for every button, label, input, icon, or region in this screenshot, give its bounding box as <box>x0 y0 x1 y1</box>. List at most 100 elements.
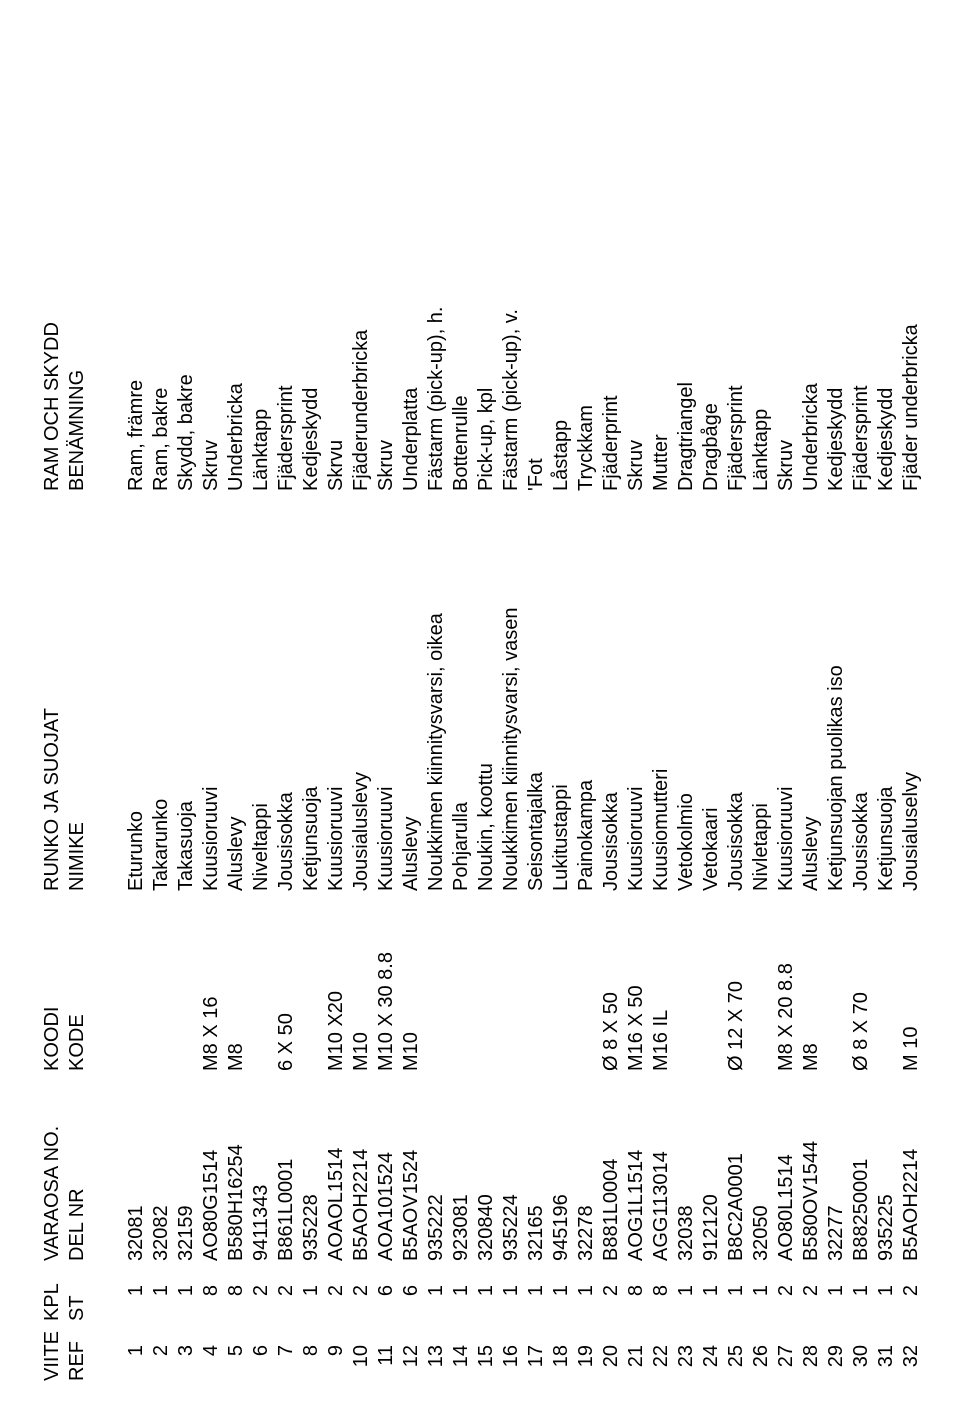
cell-qty: 2 <box>274 1261 299 1321</box>
cell-qty: 2 <box>249 1261 274 1321</box>
cell-fi: Eturunko <box>124 491 149 891</box>
cell-qty: 2 <box>349 1261 374 1321</box>
parts-table: VIITEREF KPLST VARAOSA NO.DEL NR KOODIKO… <box>40 30 924 1381</box>
cell-ref: 4 <box>199 1321 224 1381</box>
cell-sv: Fjäderunderbricka <box>349 30 374 491</box>
cell-fi: Seisontajalka <box>524 491 549 891</box>
cell-fi: Aluslevy <box>224 491 249 891</box>
cell-sv: Bottenrulle <box>449 30 474 491</box>
table-row: 116AOA101524M10 X 30 8.8KuusioruuviSkruv <box>374 30 399 1381</box>
cell-code: M10 X20 <box>324 891 349 1071</box>
cell-sv: Fjädersprint <box>274 30 299 491</box>
cell-part: AOA101524 <box>374 1071 399 1261</box>
cell-code: Ø 12 X 70 <box>724 891 749 1071</box>
table-row: 3132159TakasuojaSkydd, bakre <box>174 30 199 1381</box>
cell-ref: 3 <box>174 1321 199 1381</box>
cell-sv: Underplatta <box>399 30 424 491</box>
cell-qty: 8 <box>199 1261 224 1321</box>
cell-part: AOAOL1514 <box>324 1071 349 1261</box>
cell-sv: Länktapp <box>749 30 774 491</box>
cell-qty: 1 <box>699 1261 724 1321</box>
cell-code: 6 X 50 <box>274 891 299 1071</box>
cell-part: B5AOH2214 <box>899 1071 924 1261</box>
cell-qty: 2 <box>599 1261 624 1321</box>
cell-code <box>874 891 899 1071</box>
cell-part: 32038 <box>674 1071 699 1261</box>
cell-qty: 1 <box>424 1261 449 1321</box>
table-row: 272AO80L1514M8 X 20 8.8KuusioruuviSkruv <box>774 30 799 1381</box>
cell-code: M10 <box>349 891 374 1071</box>
cell-fi: Ketjunsuojan puolikas iso <box>824 491 849 891</box>
cell-part: 935224 <box>499 1071 524 1261</box>
table-row: 81935228KetjunsuojaKedjeskydd <box>299 30 324 1381</box>
cell-sv: Skrvu <box>324 30 349 491</box>
cell-qty: 2 <box>799 1261 824 1321</box>
cell-fi: Jousisokka <box>849 491 874 891</box>
cell-ref: 14 <box>449 1321 474 1381</box>
cell-code <box>824 891 849 1071</box>
cell-fi: Vetokaari <box>699 491 724 891</box>
cell-code <box>424 891 449 1071</box>
cell-qty: 1 <box>549 1261 574 1321</box>
cell-part: AO80G1514 <box>199 1071 224 1261</box>
cell-code <box>524 891 549 1071</box>
cell-ref: 10 <box>349 1321 374 1381</box>
cell-code: Ø 8 X 70 <box>849 891 874 1071</box>
table-row: 629411343NiveltappiLänktapp <box>249 30 274 1381</box>
cell-code: M 10 <box>899 891 924 1071</box>
cell-qty: 1 <box>449 1261 474 1321</box>
cell-code: M8 <box>799 891 824 1071</box>
cell-code <box>499 891 524 1071</box>
cell-part: B8C2A0001 <box>724 1071 749 1261</box>
cell-ref: 22 <box>649 1321 674 1381</box>
cell-sv: Länktapp <box>249 30 274 491</box>
cell-code <box>749 891 774 1071</box>
cell-part: B580OV1544 <box>799 1071 824 1261</box>
cell-qty: 8 <box>624 1261 649 1321</box>
cell-fi: Jousisokka <box>724 491 749 891</box>
cell-fi: Painokampa <box>574 491 599 891</box>
cell-code <box>674 891 699 1071</box>
cell-sv: Fästarm (pick-up), h. <box>424 30 449 491</box>
cell-ref: 23 <box>674 1321 699 1381</box>
table-row: 151320840Noukin, koottuPick-up, kpl <box>474 30 499 1381</box>
cell-sv: Ram, främre <box>124 30 149 491</box>
cell-qty: 1 <box>674 1261 699 1321</box>
cell-code <box>574 891 599 1071</box>
cell-part: 945196 <box>549 1071 574 1261</box>
cell-fi: Noukin, koottu <box>474 491 499 891</box>
cell-code: M16 IL <box>649 891 674 1071</box>
cell-part: B861L0001 <box>274 1071 299 1261</box>
table-row: 58B580H16254M8AluslevyUnderbricka <box>224 30 249 1381</box>
cell-ref: 20 <box>599 1321 624 1381</box>
cell-fi: Kuusioruuvi <box>374 491 399 891</box>
table-row: 218AOG1L1514M16 X 50KuusioruuviSkruv <box>624 30 649 1381</box>
cell-fi: Jousialuselvy <box>899 491 924 891</box>
cell-qty: 1 <box>524 1261 549 1321</box>
cell-qty: 1 <box>474 1261 499 1321</box>
header-part: VARAOSA NO.DEL NR <box>40 1071 102 1261</box>
parts-list-page: VIITEREF KPLST VARAOSA NO.DEL NR KOODIKO… <box>0 0 960 1421</box>
cell-code <box>449 891 474 1071</box>
header-sv: RAM OCH SKYDDBENÄMNING <box>40 30 102 491</box>
cell-qty: 2 <box>899 1261 924 1321</box>
cell-sv: Underbricka <box>224 30 249 491</box>
cell-ref: 17 <box>524 1321 549 1381</box>
cell-fi: Lukitustappi <box>549 491 574 891</box>
cell-code <box>149 891 174 1071</box>
cell-part: 32082 <box>149 1071 174 1261</box>
table-row: 92AOAOL1514M10 X20KuusioruuviSkrvu <box>324 30 349 1381</box>
table-row: 17132165Seisontajalka'Fot <box>524 30 549 1381</box>
cell-sv: Fjäderprint <box>599 30 624 491</box>
cell-qty: 1 <box>299 1261 324 1321</box>
cell-fi: Aluslevy <box>399 491 424 891</box>
cell-ref: 29 <box>824 1321 849 1381</box>
cell-fi: Kuusiomutteri <box>649 491 674 891</box>
cell-part: AOG1L1514 <box>624 1071 649 1261</box>
table-row: 72B861L00016 X 50JousisokkaFjädersprint <box>274 30 299 1381</box>
table-row: 202B881L0004Ø 8 X 50JousisokkaFjäderprin… <box>599 30 624 1381</box>
cell-fi: Nivletappi <box>749 491 774 891</box>
cell-part: B5AOV1524 <box>399 1071 424 1261</box>
cell-code <box>474 891 499 1071</box>
cell-fi: Ketjunsuoja <box>874 491 899 891</box>
